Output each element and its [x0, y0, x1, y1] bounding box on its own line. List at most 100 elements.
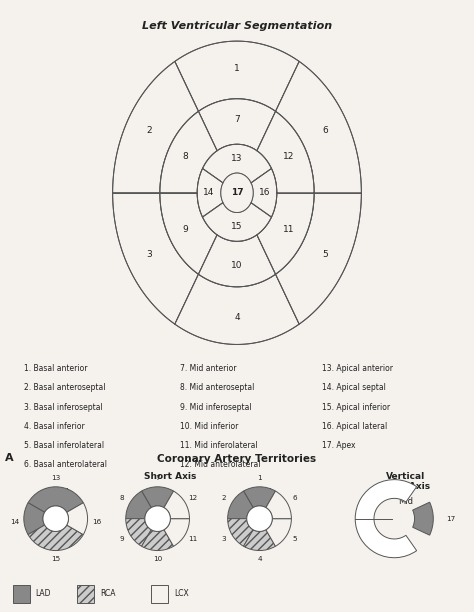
Text: 9: 9 — [120, 536, 125, 542]
Text: 3. Basal inferoseptal: 3. Basal inferoseptal — [24, 403, 102, 412]
Text: Vertical
Long Axis: Vertical Long Axis — [381, 472, 430, 491]
Text: 2. Basal anteroseptal: 2. Basal anteroseptal — [24, 384, 105, 392]
Text: 1: 1 — [234, 64, 240, 73]
Text: 12: 12 — [188, 495, 198, 501]
Wedge shape — [244, 530, 275, 551]
Text: 5. Basal inferolateral: 5. Basal inferolateral — [24, 441, 104, 450]
Text: 9. Mid inferoseptal: 9. Mid inferoseptal — [180, 403, 252, 412]
Text: 17: 17 — [446, 516, 456, 521]
Wedge shape — [228, 491, 253, 518]
Wedge shape — [28, 487, 83, 512]
Text: 10: 10 — [153, 556, 162, 562]
Text: 2: 2 — [146, 126, 152, 135]
Text: Apical: Apical — [44, 488, 70, 497]
Text: 6. Basal anterolateral: 6. Basal anterolateral — [24, 460, 107, 469]
Text: 11. Mid inferolateral: 11. Mid inferolateral — [180, 441, 258, 450]
Text: 10. Mid inferior: 10. Mid inferior — [180, 422, 238, 431]
Polygon shape — [175, 274, 299, 345]
Text: 16: 16 — [259, 188, 271, 197]
Text: 15. Apical inferior: 15. Apical inferior — [322, 403, 391, 412]
Polygon shape — [160, 193, 217, 274]
Text: 6: 6 — [292, 495, 297, 501]
Bar — [12, 585, 29, 603]
Text: 7: 7 — [234, 116, 240, 124]
Polygon shape — [202, 203, 272, 241]
Text: Left Ventricular Segmentation: Left Ventricular Segmentation — [142, 21, 332, 31]
Text: 10: 10 — [231, 261, 243, 270]
Text: 17. Apex: 17. Apex — [322, 441, 356, 450]
Text: 4: 4 — [234, 313, 240, 322]
Text: 9: 9 — [182, 225, 188, 234]
Text: A: A — [5, 453, 13, 463]
Text: 12: 12 — [283, 152, 294, 161]
Text: 13. Apical anterior: 13. Apical anterior — [322, 364, 393, 373]
Text: 11: 11 — [188, 536, 198, 542]
Text: 14. Apical septal: 14. Apical septal — [322, 384, 386, 392]
Text: 11: 11 — [283, 225, 294, 234]
Text: 5: 5 — [322, 250, 328, 259]
Wedge shape — [244, 487, 275, 507]
Text: 12. Mid anterolateral: 12. Mid anterolateral — [180, 460, 261, 469]
Text: 8: 8 — [120, 495, 125, 501]
Text: Basal: Basal — [249, 488, 272, 497]
Text: 1. Basal anterior: 1. Basal anterior — [24, 364, 87, 373]
Text: 14: 14 — [10, 519, 20, 525]
Bar — [151, 585, 168, 603]
Text: 15: 15 — [51, 556, 60, 562]
Wedge shape — [142, 530, 173, 551]
Text: 2: 2 — [222, 495, 227, 501]
Bar — [77, 585, 94, 603]
Text: 13: 13 — [51, 475, 60, 481]
Wedge shape — [126, 491, 151, 518]
Polygon shape — [247, 506, 272, 531]
Text: 7. Mid anterior: 7. Mid anterior — [180, 364, 237, 373]
Text: Mid: Mid — [149, 488, 164, 497]
Text: Mid: Mid — [398, 498, 413, 507]
Text: 3: 3 — [146, 250, 152, 259]
Wedge shape — [24, 502, 45, 535]
Wedge shape — [413, 502, 433, 535]
Polygon shape — [221, 173, 253, 212]
Polygon shape — [275, 193, 361, 324]
Polygon shape — [160, 111, 217, 193]
Polygon shape — [257, 111, 314, 193]
Text: LAD: LAD — [36, 589, 51, 598]
Text: 7: 7 — [155, 475, 160, 481]
Text: RCA: RCA — [100, 589, 116, 598]
Text: Short Axis: Short Axis — [145, 472, 197, 481]
Polygon shape — [145, 506, 170, 531]
Text: 5: 5 — [292, 536, 297, 542]
Text: 16. Apical lateral: 16. Apical lateral — [322, 422, 388, 431]
Text: 6: 6 — [322, 126, 328, 135]
Text: Coronary Artery Territories: Coronary Artery Territories — [157, 455, 317, 465]
Polygon shape — [251, 168, 277, 217]
Wedge shape — [266, 491, 292, 518]
Wedge shape — [142, 487, 173, 507]
Polygon shape — [113, 61, 199, 193]
Text: LCX: LCX — [174, 589, 189, 598]
Wedge shape — [126, 518, 151, 547]
Text: 15: 15 — [231, 222, 243, 231]
Polygon shape — [175, 41, 299, 111]
Text: 3: 3 — [222, 536, 227, 542]
Text: 17: 17 — [231, 188, 243, 197]
Wedge shape — [355, 480, 417, 558]
Wedge shape — [164, 491, 190, 518]
Text: 8. Mid anteroseptal: 8. Mid anteroseptal — [180, 384, 255, 392]
Text: 14: 14 — [203, 188, 215, 197]
Wedge shape — [164, 518, 190, 547]
Polygon shape — [199, 235, 275, 287]
Polygon shape — [197, 168, 223, 217]
Wedge shape — [228, 518, 253, 547]
Polygon shape — [113, 193, 199, 324]
Wedge shape — [67, 502, 88, 535]
Wedge shape — [28, 525, 83, 551]
Polygon shape — [275, 61, 361, 193]
Polygon shape — [257, 193, 314, 274]
Text: 8: 8 — [182, 152, 188, 161]
Wedge shape — [266, 518, 292, 547]
Text: 13: 13 — [231, 154, 243, 163]
Text: 16: 16 — [91, 519, 101, 525]
Polygon shape — [43, 506, 68, 531]
Text: 1: 1 — [257, 475, 262, 481]
